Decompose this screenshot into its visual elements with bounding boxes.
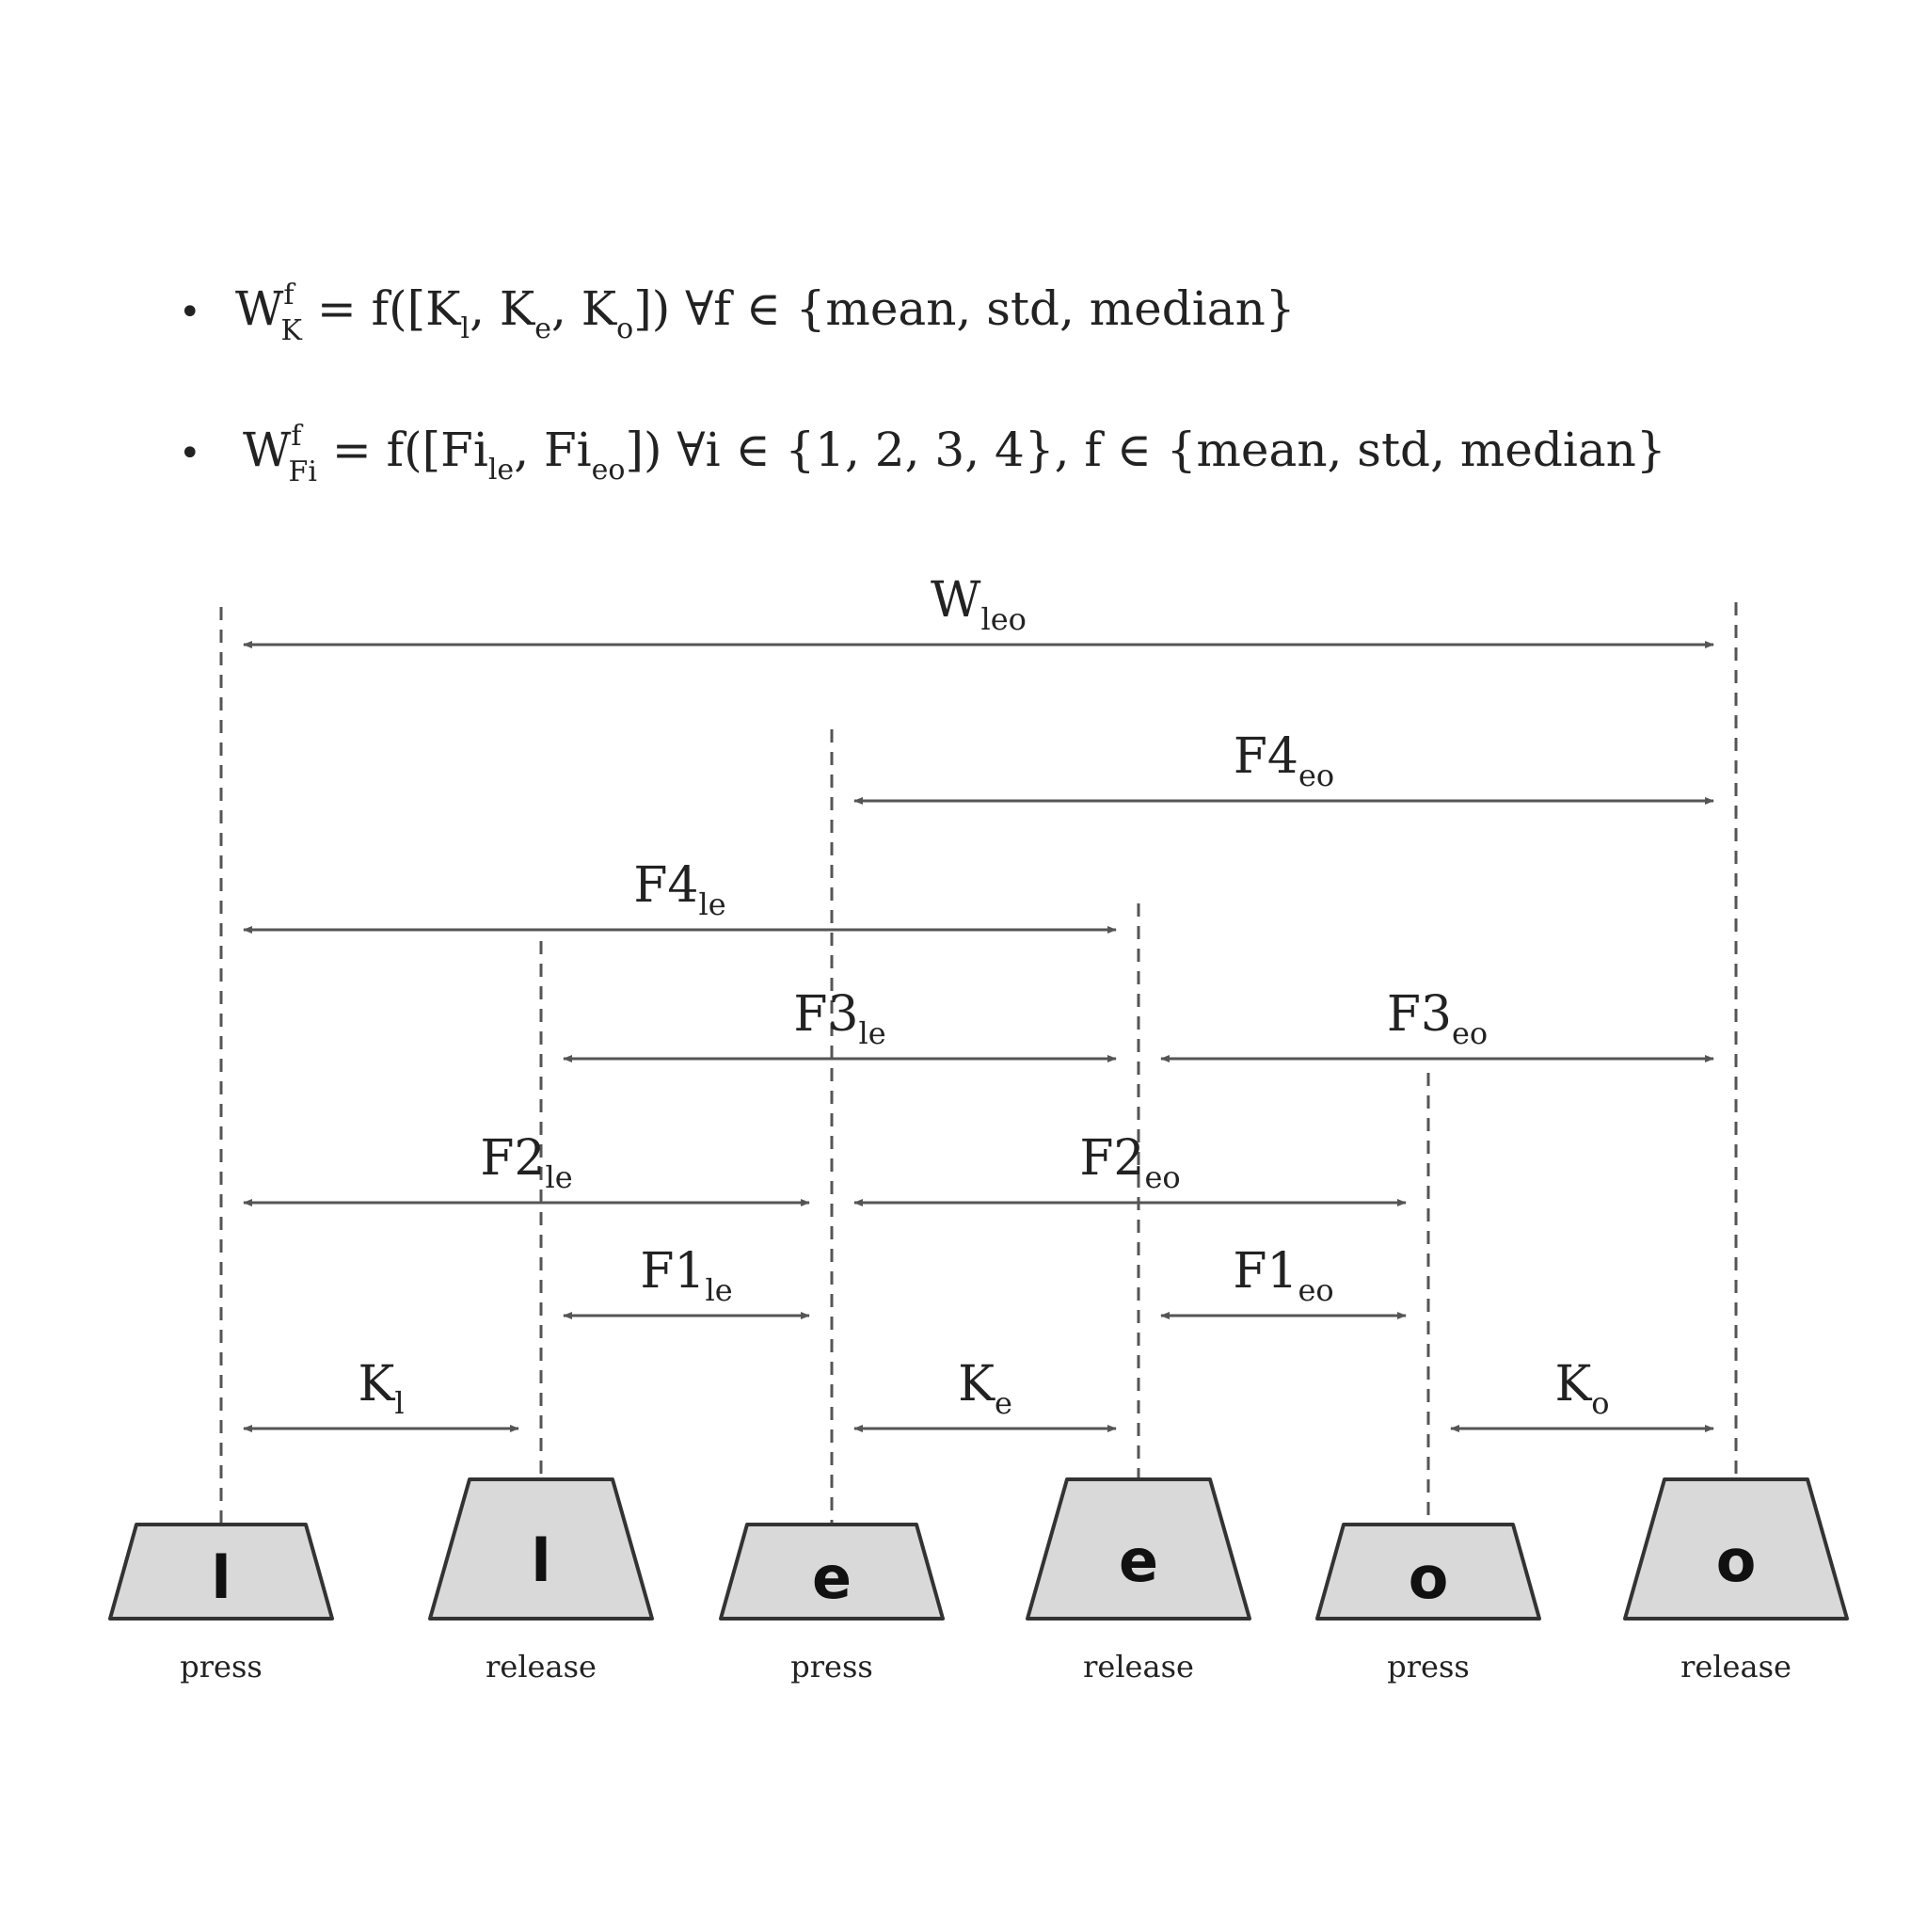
formula-sub: l [461,312,470,345]
interval-label-f2-le: F2le [480,1130,572,1195]
interval-label-k-e: Ke [958,1356,1012,1421]
keycap-shape [1623,1477,1849,1621]
guide-lines [219,602,1738,1525]
formula-text: , K [551,281,618,336]
key-o-release: o release [1623,1477,1849,1685]
formula-lhs-base: W [235,281,284,336]
formula-2: Wf Fi = f([File, Fieo]) ∀i ∈ {1, 2, 3, 4}… [243,420,1666,488]
key-event-label: release [1083,1649,1194,1685]
keycap-shape [108,1523,334,1621]
key-o-press: o press [1315,1523,1541,1685]
key-event-label: press [1387,1649,1470,1685]
formula-lhs-sup: f [283,279,295,311]
key-row: l press l release e press e release o press o relea… [108,1477,1849,1685]
interval-label-sub: le [546,1159,573,1195]
interval-label-base: F2 [480,1130,545,1187]
interval-label-f4-eo: F4eo [1234,728,1334,793]
interval-label-sub: eo [1298,1272,1333,1308]
interval-label-sub: o [1591,1385,1609,1421]
formula-text: , K [470,281,536,336]
interval-label-base: K [1554,1356,1592,1413]
formula-text: ]) ∀i ∈ {1, 2, 3, 4}, f ∈ {mean, std, me… [626,423,1666,477]
formula-lhs-sub: Fi [289,455,317,488]
interval-label-base: F3 [793,986,858,1043]
interval-label-f1-eo: F1eo [1233,1243,1333,1308]
interval-label-w-leo: Wleo [931,572,1027,637]
key-l-release: l release [428,1477,654,1685]
key-letter: l [211,1543,231,1612]
key-e-press: e press [719,1523,945,1685]
formula-sub: o [616,312,633,345]
formula-text: ]) ∀f ∈ {mean, std, median} [633,281,1295,336]
keycap-shape [719,1523,945,1621]
formula-text: , Fi [514,423,591,477]
interval-label-base: F4 [633,857,698,914]
key-event-label: press [790,1649,873,1685]
keycap-shape [428,1477,654,1621]
interval-label-base: K [358,1356,395,1413]
interval-label-f3-eo: F3eo [1387,986,1488,1051]
key-e-release: e release [1026,1477,1251,1685]
interval-label-base: F1 [640,1243,705,1300]
interval-label-k-o: Ko [1554,1356,1609,1421]
key-letter: l [531,1526,550,1595]
interval-label-sub: l [394,1385,404,1421]
formula-sub: le [488,454,514,487]
key-event-label: release [1680,1649,1792,1685]
formula-text: = f([K [302,281,462,336]
formula-lhs-base: W [243,423,292,477]
interval-label-f3-le: F3le [793,986,885,1051]
key-event-label: press [180,1649,263,1685]
interval-label-sub: eo [1144,1159,1180,1195]
interval-label-base: F2 [1079,1130,1144,1187]
interval-label-sub: le [706,1272,733,1308]
key-event-label: release [486,1649,597,1685]
keycap-shape [1026,1477,1251,1621]
interval-label-sub: e [995,1385,1012,1421]
interval-label-sub: leo [981,601,1027,637]
interval-label-f2-eo: F2eo [1079,1130,1180,1195]
interval-label-sub: eo [1298,758,1334,793]
interval-label-sub: eo [1452,1015,1488,1051]
interval-label-base: F4 [1234,728,1298,785]
formula-1: Wf K = f([Kl, Ke, Ko]) ∀f ∈ {mean, std, m… [235,279,1296,347]
formula-bullet: • [179,432,201,475]
key-letter: e [1119,1526,1158,1595]
keycap-shape [1315,1523,1541,1621]
key-letter: o [1716,1526,1757,1595]
interval-label-k-l: Kl [358,1356,404,1421]
formula-lhs-sub: K [281,314,303,347]
interval-label-f4-le: F4le [633,857,725,922]
interval-label-base: F3 [1387,986,1452,1043]
interval-label-sub: le [859,1015,886,1051]
interval-label-base: W [931,572,981,629]
formula-sub: eo [592,454,626,487]
interval-label-base: K [958,1356,995,1413]
formula-list: • Wf K = f([Kl, Ke, Ko]) ∀f ∈ {mean, std, … [179,279,1666,488]
formula-bullet: • [179,291,201,334]
key-l-press: l press [108,1523,334,1685]
interval-label-sub: le [699,886,726,922]
formula-text: = f([Fi [317,423,488,477]
key-letter: e [812,1543,852,1612]
interval-label-base: F1 [1233,1243,1298,1300]
key-letter: o [1409,1543,1449,1612]
formula-sub: e [534,312,551,345]
formula-lhs-sup: f [291,420,303,453]
interval-label-f1-le: F1le [640,1243,732,1308]
